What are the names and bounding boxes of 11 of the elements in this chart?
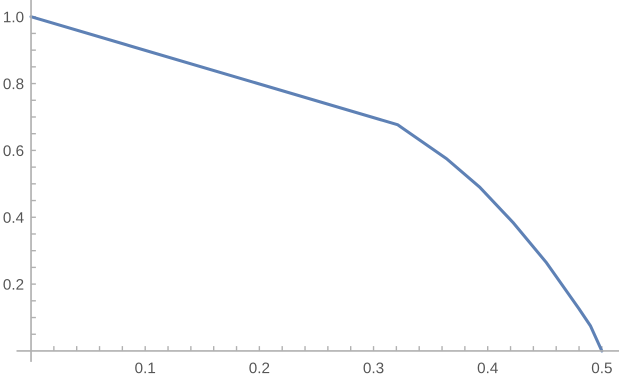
x-tick-label: 0.2 xyxy=(249,362,270,374)
x-tick-label: 0.5 xyxy=(592,362,612,374)
line-series xyxy=(30,15,604,352)
x-tick-label: 0.1 xyxy=(135,362,156,374)
y-tick-label: 0.8 xyxy=(3,78,24,90)
x-tick-label: 0.3 xyxy=(364,362,384,374)
y-tick-label: 1.0 xyxy=(4,12,24,22)
x-tick-label: 0.4 xyxy=(478,362,498,374)
y-tick-label: 0.6 xyxy=(3,145,24,156)
y-tick-label: 0.2 xyxy=(3,278,24,290)
y-tick-label: 0.4 xyxy=(3,212,24,223)
